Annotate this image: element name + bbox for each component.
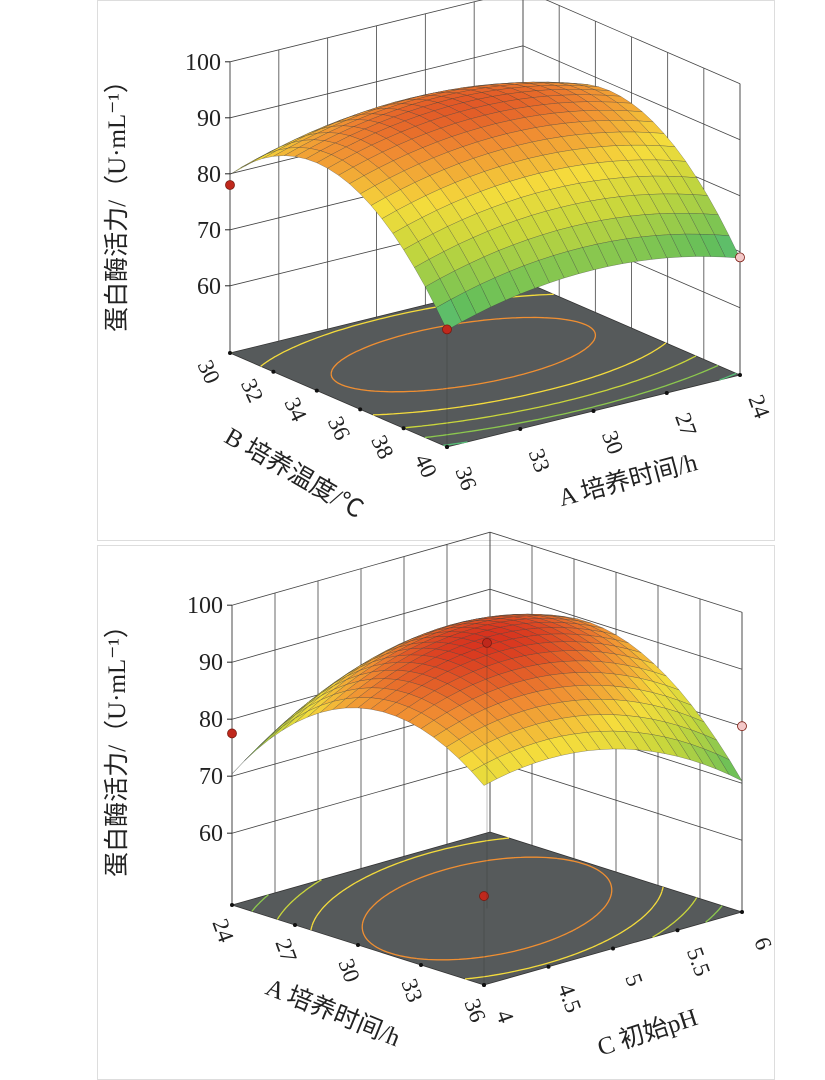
u-tick <box>401 426 406 431</box>
design-point <box>482 637 492 648</box>
u-tick-label: 24 <box>207 915 239 946</box>
chart-1: 60 70 80 90 100 蛋白酶活力/（U·mL⁻¹） 24 27 30 33 36 4 4.5 5… <box>103 531 777 1062</box>
gridline-z <box>231 531 743 613</box>
design-point <box>225 180 235 190</box>
design-point <box>227 728 237 739</box>
chart-0: 60 70 80 90 100 蛋白酶活力/（U·mL⁻¹） 30 32 34 36 38 40 36 3… <box>103 0 775 524</box>
v-tick <box>675 928 680 933</box>
v-tick-label: 36 <box>450 463 481 493</box>
u-tick-label: 36 <box>459 995 490 1025</box>
v-tick <box>664 391 669 395</box>
v-tick <box>740 910 744 914</box>
gridline-z <box>229 0 741 85</box>
surface <box>231 613 743 786</box>
contour-80 <box>276 879 698 938</box>
v-tick-label: 27 <box>670 409 701 439</box>
u-tick <box>293 923 297 927</box>
u-tick-label: 30 <box>193 356 225 387</box>
z-tick-label: 100 <box>187 593 223 619</box>
u-tick-label: 38 <box>366 431 398 462</box>
v-tick-label: 5 <box>620 970 647 989</box>
v-axis-label: C 初始pH <box>594 1003 701 1062</box>
u-axis-label: A 培养时间/h <box>262 973 405 1052</box>
v-tick-label: 33 <box>524 445 555 475</box>
design-point <box>479 891 489 901</box>
u-tick-label: 32 <box>236 375 268 406</box>
v-tick <box>546 964 551 969</box>
z-axis-label: 蛋白酶活力/（U·mL⁻¹） <box>103 68 131 332</box>
surface <box>229 81 741 331</box>
contour-85 <box>310 837 664 980</box>
u-tick <box>358 407 363 412</box>
v-tick-label: 5.5 <box>682 944 715 980</box>
v-tick <box>445 445 449 449</box>
u-tick-label: 30 <box>333 955 364 985</box>
v-tick <box>738 373 742 377</box>
v-axis-label: A 培养时间/h <box>556 448 701 512</box>
u-tick <box>228 351 232 355</box>
z-tick-label: 60 <box>197 274 221 300</box>
z-tick-label: 90 <box>199 650 223 676</box>
z-tick-label: 70 <box>197 218 221 244</box>
v-tick <box>518 427 523 431</box>
v-tick-label: 4.5 <box>553 980 586 1016</box>
v-tick <box>591 409 596 413</box>
u-tick <box>314 388 319 393</box>
z-tick-label: 100 <box>185 50 221 76</box>
design-point <box>442 324 452 335</box>
u-tick-label: 36 <box>323 413 355 444</box>
v-tick-label: 4 <box>491 1007 519 1027</box>
contour-90 <box>361 856 613 961</box>
v-tick-label: 6 <box>749 934 776 953</box>
contour-90 <box>330 316 597 393</box>
u-tick <box>230 903 234 907</box>
v-tick-label: 30 <box>597 427 628 457</box>
v-tick <box>482 983 486 987</box>
u-tick <box>271 369 276 374</box>
z-tick-label: 80 <box>197 162 221 188</box>
u-tick-label: 33 <box>396 975 427 1005</box>
z-axis-label: 蛋白酶活力/（U·mL⁻¹） <box>103 613 131 877</box>
u-tick-label: 34 <box>279 394 312 426</box>
v-tick-label: 24 <box>743 391 775 422</box>
surface-patch <box>471 763 498 786</box>
z-tick-label: 60 <box>199 821 223 847</box>
u-tick-label: 40 <box>410 450 442 481</box>
u-tick <box>419 963 423 967</box>
surface-plot-temperature-time <box>97 0 775 541</box>
contour-75 <box>251 894 723 923</box>
u-tick <box>356 943 360 947</box>
design-point <box>735 252 745 263</box>
u-tick-label: 27 <box>270 935 301 965</box>
design-point <box>737 721 747 732</box>
z-tick-label: 80 <box>199 707 223 733</box>
surface-patch <box>269 717 296 740</box>
contour-70 <box>443 372 737 447</box>
contour-75 <box>424 364 719 439</box>
z-tick-label: 70 <box>199 764 223 790</box>
v-tick <box>611 946 615 951</box>
z-tick-label: 90 <box>197 106 221 132</box>
surface-patch <box>435 299 462 331</box>
